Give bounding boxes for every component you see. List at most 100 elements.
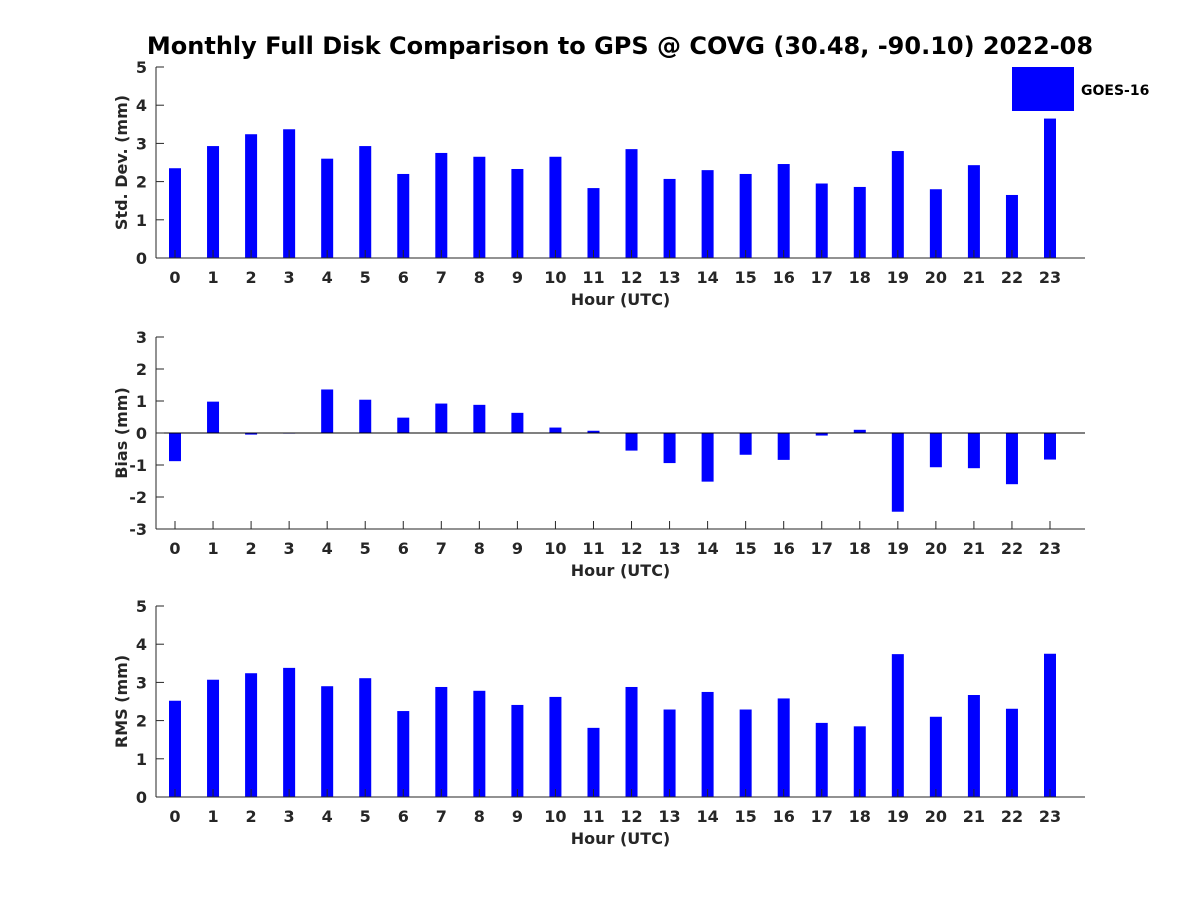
bar-std-dev-hour-13 [663,178,676,258]
y-axis-label-rms: RMS (mm) [112,655,131,748]
bar-bias-hour-21 [967,433,980,469]
x-tick-label-bias-22: 22 [1001,539,1023,558]
x-tick-label-bias-6: 6 [398,539,409,558]
x-tick-label-std-dev-11: 11 [582,268,604,287]
x-tick-label-rms-15: 15 [735,807,757,826]
y-tick-label-bias--3: -3 [129,520,147,539]
bar-std-dev-hour-6 [397,173,410,258]
x-tick-label-rms-2: 2 [246,807,257,826]
bar-rms-hour-14 [701,691,714,797]
bar-rms-hour-18 [853,726,866,797]
x-tick-label-rms-11: 11 [582,807,604,826]
x-tick-label-bias-7: 7 [436,539,447,558]
x-tick-label-std-dev-22: 22 [1001,268,1023,287]
x-tick-label-rms-5: 5 [360,807,371,826]
x-tick-label-rms-23: 23 [1039,807,1061,826]
y-tick-label-rms-5: 5 [136,597,147,616]
x-tick-label-bias-9: 9 [512,539,523,558]
bar-std-dev-hour-17 [815,183,828,258]
bar-rms-hour-6 [397,711,410,797]
bar-std-dev-hour-5 [359,146,372,258]
x-tick-label-bias-14: 14 [696,539,718,558]
x-tick-label-bias-4: 4 [322,539,333,558]
bar-bias-hour-9 [511,412,524,433]
x-tick-label-std-dev-20: 20 [925,268,947,287]
bar-bias-hour-7 [435,403,448,433]
x-tick-label-std-dev-5: 5 [360,268,371,287]
bar-std-dev-hour-1 [207,146,220,258]
x-tick-label-rms-1: 1 [207,807,218,826]
bar-std-dev-hour-11 [587,188,600,258]
bar-std-dev-hour-14 [701,170,714,258]
x-tick-label-bias-2: 2 [246,539,257,558]
y-tick-label-bias-2: 2 [136,360,147,379]
x-tick-label-rms-8: 8 [474,807,485,826]
x-tick-label-rms-22: 22 [1001,807,1023,826]
bar-std-dev-hour-22 [1005,194,1018,258]
x-tick-label-bias-13: 13 [658,539,680,558]
y-tick-label-rms-4: 4 [136,635,147,654]
x-tick-label-std-dev-2: 2 [246,268,257,287]
bar-std-dev-hour-9 [511,168,524,258]
x-tick-label-rms-3: 3 [284,807,295,826]
x-tick-label-rms-0: 0 [169,807,180,826]
bar-std-dev-hour-2 [245,134,258,258]
x-tick-label-std-dev-9: 9 [512,268,523,287]
bar-std-dev-hour-18 [853,186,866,258]
bar-rms-hour-23 [1044,653,1056,797]
bar-std-dev-hour-23 [1044,118,1056,258]
bar-std-dev-hour-0 [169,168,181,258]
bar-rms-hour-5 [359,678,372,797]
legend-label: GOES-16 [1081,83,1149,99]
bar-rms-hour-21 [967,695,980,797]
x-tick-label-rms-17: 17 [811,807,833,826]
bar-rms-hour-0 [169,700,181,797]
x-tick-label-bias-17: 17 [811,539,833,558]
bar-bias-hour-15 [739,433,752,455]
bar-bias-hour-12 [625,433,638,451]
x-tick-label-rms-12: 12 [620,807,642,826]
bar-std-dev-hour-10 [549,156,562,258]
x-tick-label-bias-20: 20 [925,539,947,558]
x-tick-label-rms-14: 14 [696,807,718,826]
x-tick-label-bias-10: 10 [544,539,566,558]
bar-rms-hour-7 [435,686,448,797]
y-tick-label-std-dev-5: 5 [136,58,147,77]
bar-rms-hour-12 [625,686,638,797]
bar-bias-hour-19 [891,433,904,512]
y-tick-label-rms-1: 1 [136,750,147,769]
bar-std-dev-hour-20 [929,189,942,258]
y-tick-label-std-dev-1: 1 [136,211,147,230]
bar-rms-hour-1 [207,679,220,797]
x-tick-label-rms-10: 10 [544,807,566,826]
x-tick-label-rms-18: 18 [849,807,871,826]
x-tick-label-std-dev-16: 16 [773,268,795,287]
bar-std-dev-hour-12 [625,149,638,258]
x-tick-label-std-dev-8: 8 [474,268,485,287]
x-tick-label-std-dev-4: 4 [322,268,333,287]
x-tick-label-rms-7: 7 [436,807,447,826]
x-tick-label-std-dev-19: 19 [887,268,909,287]
bar-std-dev-hour-8 [473,156,486,258]
bar-bias-hour-20 [929,433,942,468]
bar-bias-hour-11 [587,430,600,433]
x-tick-label-bias-8: 8 [474,539,485,558]
x-tick-label-bias-15: 15 [735,539,757,558]
bar-bias-hour-23 [1044,433,1056,460]
bar-rms-hour-8 [473,690,486,797]
bar-bias-hour-18 [853,429,866,433]
bar-rms-hour-2 [245,673,258,797]
x-tick-label-bias-16: 16 [773,539,795,558]
bar-std-dev-hour-19 [891,151,904,258]
x-tick-label-std-dev-7: 7 [436,268,447,287]
x-tick-label-rms-9: 9 [512,807,523,826]
bar-std-dev-hour-7 [435,152,448,258]
bar-bias-hour-2 [245,433,258,435]
bar-rms-hour-11 [587,727,600,797]
x-tick-label-std-dev-0: 0 [169,268,180,287]
y-tick-label-rms-0: 0 [136,788,147,807]
